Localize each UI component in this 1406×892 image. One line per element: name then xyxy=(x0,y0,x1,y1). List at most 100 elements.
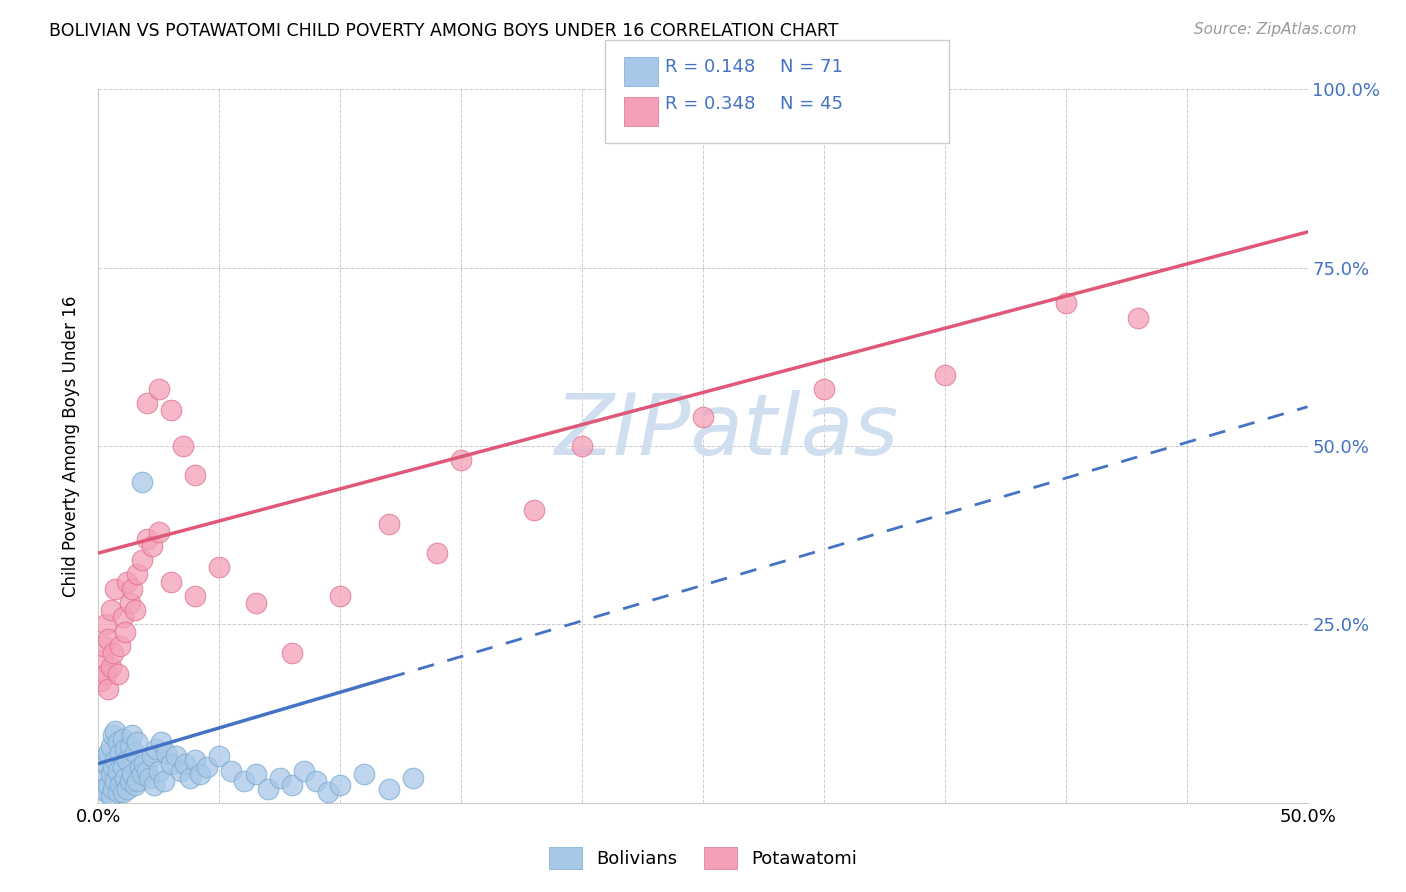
Point xyxy=(124,746,146,760)
Point xyxy=(150,735,173,749)
Point xyxy=(281,778,304,792)
Point xyxy=(1128,310,1150,325)
Point xyxy=(107,735,129,749)
Point xyxy=(107,667,129,681)
Point xyxy=(94,617,117,632)
Point xyxy=(118,739,141,753)
Point xyxy=(117,753,139,767)
Point xyxy=(104,724,127,739)
Point xyxy=(97,746,120,760)
Point xyxy=(232,774,254,789)
Point xyxy=(101,728,124,742)
Point xyxy=(152,774,174,789)
Point xyxy=(117,574,139,589)
Point xyxy=(118,774,141,789)
Point xyxy=(104,774,127,789)
Point xyxy=(127,735,149,749)
Text: BOLIVIAN VS POTAWATOMI CHILD POVERTY AMONG BOYS UNDER 16 CORRELATION CHART: BOLIVIAN VS POTAWATOMI CHILD POVERTY AMO… xyxy=(49,22,839,40)
Point xyxy=(121,582,143,596)
Point xyxy=(131,553,153,567)
Point xyxy=(174,756,197,771)
Point xyxy=(94,785,117,799)
Point xyxy=(377,781,399,796)
Point xyxy=(107,785,129,799)
Point xyxy=(121,767,143,781)
Point xyxy=(160,403,183,417)
Text: Source: ZipAtlas.com: Source: ZipAtlas.com xyxy=(1194,22,1357,37)
Point xyxy=(97,632,120,646)
Point xyxy=(127,567,149,582)
Point xyxy=(101,760,124,774)
Point xyxy=(91,639,114,653)
Point xyxy=(329,778,352,792)
Point xyxy=(245,767,267,781)
Point xyxy=(121,728,143,742)
Point xyxy=(131,475,153,489)
Point xyxy=(108,778,131,792)
Point xyxy=(426,546,449,560)
Point xyxy=(91,781,114,796)
Point xyxy=(148,764,170,778)
Point xyxy=(160,756,183,771)
Point xyxy=(221,764,243,778)
Point xyxy=(111,731,134,746)
Point xyxy=(179,771,201,785)
Point xyxy=(104,582,127,596)
Point xyxy=(155,746,177,760)
Point xyxy=(117,781,139,796)
Point xyxy=(108,639,131,653)
Point xyxy=(107,764,129,778)
Point xyxy=(114,624,136,639)
Point xyxy=(165,749,187,764)
Point xyxy=(329,589,352,603)
Text: R = 0.348: R = 0.348 xyxy=(665,95,755,113)
Point xyxy=(141,539,163,553)
Point xyxy=(523,503,546,517)
Point xyxy=(377,517,399,532)
Point xyxy=(128,760,150,774)
Point xyxy=(571,439,593,453)
Point xyxy=(148,524,170,539)
Point xyxy=(281,646,304,660)
Point xyxy=(100,739,122,753)
Point xyxy=(148,382,170,396)
Point xyxy=(91,653,114,667)
Point xyxy=(111,785,134,799)
Point xyxy=(184,753,207,767)
Point xyxy=(141,749,163,764)
Point xyxy=(90,674,112,689)
Point xyxy=(934,368,956,382)
Point xyxy=(245,596,267,610)
Point xyxy=(100,660,122,674)
Point xyxy=(208,749,231,764)
Point xyxy=(100,767,122,781)
Legend: Bolivians, Potawatomi: Bolivians, Potawatomi xyxy=(541,839,865,876)
Point xyxy=(90,774,112,789)
Point xyxy=(305,774,328,789)
Point xyxy=(100,789,122,803)
Point xyxy=(114,771,136,785)
Y-axis label: Child Poverty Among Boys Under 16: Child Poverty Among Boys Under 16 xyxy=(62,295,80,597)
Point xyxy=(143,778,166,792)
Point xyxy=(111,760,134,774)
Point xyxy=(316,785,339,799)
Point xyxy=(160,574,183,589)
Point xyxy=(114,742,136,756)
Point xyxy=(91,753,114,767)
Point xyxy=(135,396,157,410)
Point xyxy=(184,467,207,482)
Text: N = 45: N = 45 xyxy=(780,95,844,113)
Point xyxy=(208,560,231,574)
Point xyxy=(94,756,117,771)
Point xyxy=(256,781,278,796)
Point xyxy=(450,453,472,467)
Point xyxy=(195,760,218,774)
Point xyxy=(692,410,714,425)
Text: R = 0.148: R = 0.148 xyxy=(665,58,755,76)
Text: N = 71: N = 71 xyxy=(780,58,844,76)
Point xyxy=(127,774,149,789)
Point xyxy=(118,596,141,610)
Point xyxy=(172,439,194,453)
Point xyxy=(111,610,134,624)
Point xyxy=(269,771,291,785)
